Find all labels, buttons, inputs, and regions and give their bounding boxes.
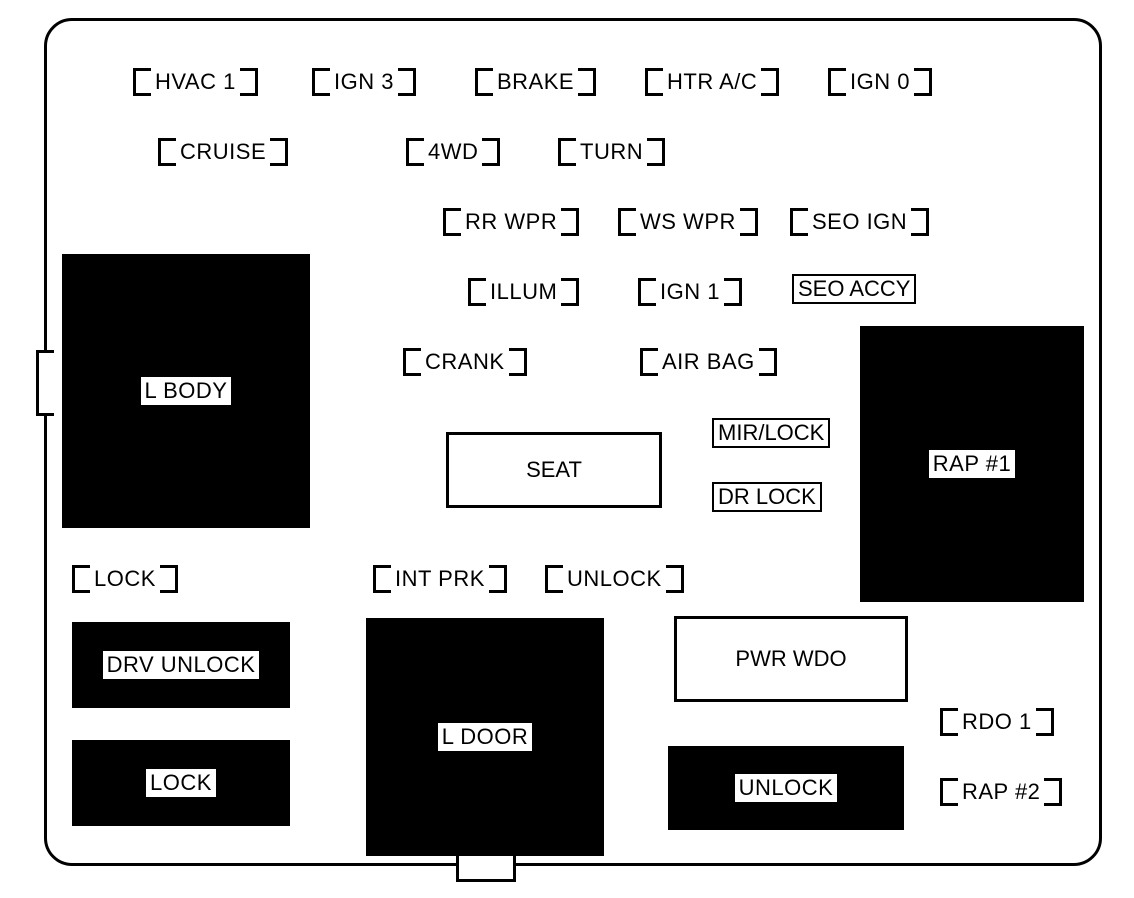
slot-label: LOCK: [90, 566, 160, 592]
block-rap1: RAP #1: [860, 326, 1084, 602]
slot-rdo1: RDO 1: [940, 708, 1054, 736]
slot-illum: ILLUM: [468, 278, 579, 306]
slot-airbag: AIR BAG: [640, 348, 777, 376]
slot-label: IGN 3: [330, 69, 398, 95]
slot-label: UNLOCK: [563, 566, 666, 592]
block-label: UNLOCK: [735, 774, 838, 802]
slot-unlock: UNLOCK: [545, 565, 684, 593]
block-pwrwdo: PWR WDO: [674, 616, 908, 702]
slot-label: HTR A/C: [663, 69, 761, 95]
block-label: LOCK: [146, 769, 216, 797]
slot-crank: CRANK: [403, 348, 527, 376]
block-lock: LOCK: [72, 740, 290, 826]
block-label: DRV UNLOCK: [103, 651, 260, 679]
slot-label: TURN: [576, 139, 647, 165]
slot-rap2: RAP #2: [940, 778, 1062, 806]
box-seoaccy: SEO ACCY: [792, 274, 916, 304]
slot-ign1: IGN 1: [638, 278, 742, 306]
slot-label: INT PRK: [391, 566, 489, 592]
slot-label: RAP #2: [958, 779, 1044, 805]
block-seat: SEAT: [446, 432, 662, 508]
slot-label: CRANK: [421, 349, 509, 375]
block-label: RAP #1: [929, 450, 1015, 478]
block-drvunlock: DRV UNLOCK: [72, 622, 290, 708]
slot-brake: BRAKE: [475, 68, 596, 96]
slot-cruise: CRUISE: [158, 138, 288, 166]
block-label: L BODY: [141, 377, 232, 405]
slot-label: AIR BAG: [658, 349, 759, 375]
fuse-diagram: HVAC 1 IGN 3 BRAKE HTR A/C IGN 0 CRUISE …: [0, 0, 1134, 898]
box-drlock: DR LOCK: [712, 482, 822, 512]
box-label: SEO ACCY: [798, 276, 910, 301]
slot-rrwpr: RR WPR: [443, 208, 579, 236]
panel-notch-left: [36, 350, 54, 416]
block-label: PWR WDO: [735, 646, 846, 672]
slot-htrac: HTR A/C: [645, 68, 779, 96]
slot-ign0: IGN 0: [828, 68, 932, 96]
box-label: MIR/LOCK: [718, 420, 824, 445]
slot-label: IGN 0: [846, 69, 914, 95]
slot-turn: TURN: [558, 138, 665, 166]
block-lbody: L BODY: [62, 254, 310, 528]
block-unlock: UNLOCK: [668, 746, 904, 830]
block-label: L DOOR: [438, 723, 533, 751]
slot-label: WS WPR: [636, 209, 740, 235]
slot-label: ILLUM: [486, 279, 561, 305]
slot-seoign: SEO IGN: [790, 208, 929, 236]
slot-ign3: IGN 3: [312, 68, 416, 96]
slot-label: IGN 1: [656, 279, 724, 305]
slot-wswpr: WS WPR: [618, 208, 758, 236]
slot-label: RR WPR: [461, 209, 561, 235]
slot-label: 4WD: [424, 139, 482, 165]
slot-label: HVAC 1: [151, 69, 240, 95]
panel-notch-bottom: [456, 854, 516, 882]
slot-lock: LOCK: [72, 565, 178, 593]
block-ldoor: L DOOR: [366, 618, 604, 856]
block-label: SEAT: [526, 457, 582, 483]
slot-label: CRUISE: [176, 139, 270, 165]
slot-4wd: 4WD: [406, 138, 500, 166]
slot-intprk: INT PRK: [373, 565, 507, 593]
slot-hvac1: HVAC 1: [133, 68, 258, 96]
slot-label: BRAKE: [493, 69, 578, 95]
box-label: DR LOCK: [718, 484, 816, 509]
box-mirlock: MIR/LOCK: [712, 418, 830, 448]
slot-label: RDO 1: [958, 709, 1036, 735]
slot-label: SEO IGN: [808, 209, 911, 235]
